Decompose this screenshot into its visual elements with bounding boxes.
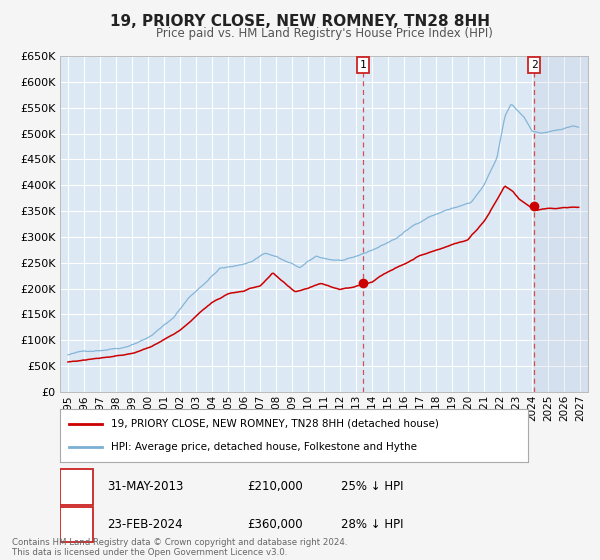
Title: Price paid vs. HM Land Registry's House Price Index (HPI): Price paid vs. HM Land Registry's House … <box>155 26 493 40</box>
Text: 1: 1 <box>359 60 366 70</box>
Text: 23-FEB-2024: 23-FEB-2024 <box>107 517 182 531</box>
Text: 1: 1 <box>73 482 80 492</box>
Text: 19, PRIORY CLOSE, NEW ROMNEY, TN28 8HH (detached house): 19, PRIORY CLOSE, NEW ROMNEY, TN28 8HH (… <box>112 419 439 429</box>
Bar <box>534 56 588 392</box>
Text: 2: 2 <box>531 60 538 70</box>
FancyBboxPatch shape <box>60 469 93 505</box>
Text: HPI: Average price, detached house, Folkestone and Hythe: HPI: Average price, detached house, Folk… <box>112 442 418 452</box>
Text: £210,000: £210,000 <box>247 480 303 493</box>
Text: £360,000: £360,000 <box>247 517 303 531</box>
Text: 2: 2 <box>73 519 80 529</box>
Text: 25% ↓ HPI: 25% ↓ HPI <box>341 480 403 493</box>
Text: Contains HM Land Registry data © Crown copyright and database right 2024.
This d: Contains HM Land Registry data © Crown c… <box>12 538 347 557</box>
Text: 28% ↓ HPI: 28% ↓ HPI <box>341 517 403 531</box>
Text: 31-MAY-2013: 31-MAY-2013 <box>107 480 183 493</box>
Text: 19, PRIORY CLOSE, NEW ROMNEY, TN28 8HH: 19, PRIORY CLOSE, NEW ROMNEY, TN28 8HH <box>110 14 490 29</box>
FancyBboxPatch shape <box>60 507 93 542</box>
